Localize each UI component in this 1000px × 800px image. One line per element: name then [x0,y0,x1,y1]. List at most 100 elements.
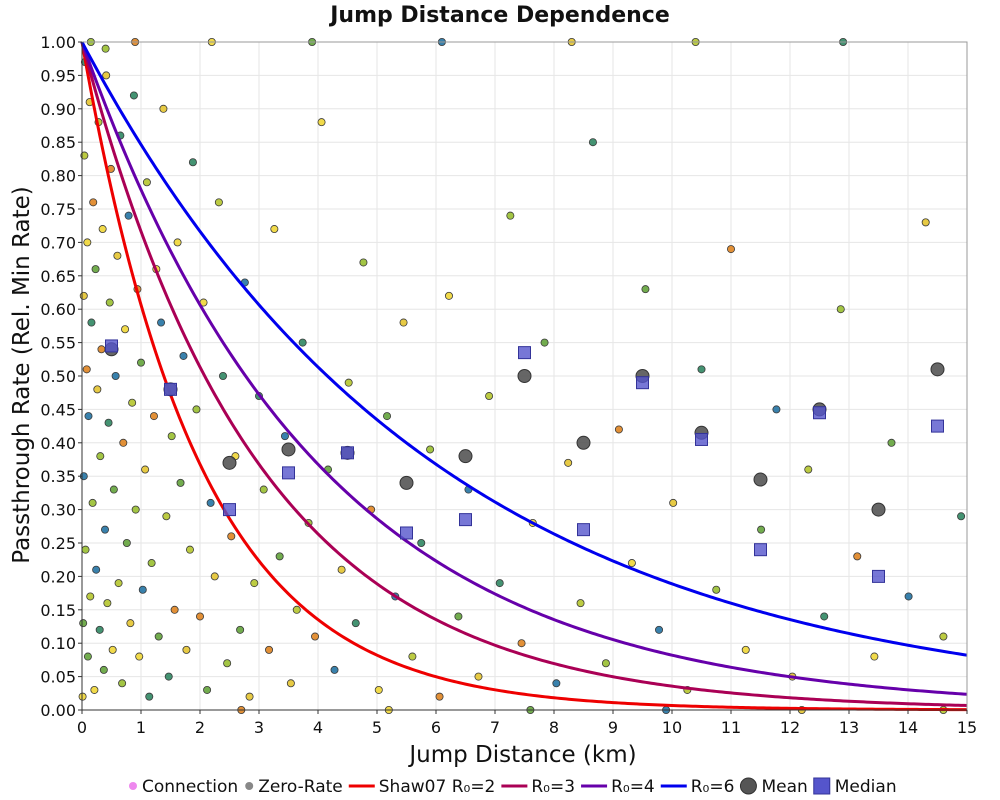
scatter-point [145,692,154,701]
scatter-point [122,539,131,548]
x-tick-label: 13 [839,718,859,737]
scatter-point [167,432,176,441]
scatter-point [182,645,191,654]
median-marker [636,376,649,390]
legend-label: Connection [142,777,238,797]
mean-marker [576,435,591,450]
scatter-point [601,659,610,668]
scatter-point [176,478,185,487]
median-marker [931,419,944,433]
mean-marker [517,369,532,383]
scatter-point [474,672,483,681]
scatter-point [147,559,156,568]
scatter-point [93,385,102,394]
scatter-point [98,225,107,234]
scatter-point [298,338,307,347]
scatter-point [270,225,279,234]
scatter-point [887,438,896,447]
scatter-point [495,579,504,588]
x-tick-label: 7 [490,718,500,737]
y-tick-label: 0.30 [40,501,76,520]
x-tick-label: 15 [957,718,977,737]
scatter-point [80,151,89,160]
scatter-point [142,178,151,187]
scatter-point [383,412,392,421]
scatter-point [904,592,913,601]
scatter-point [124,211,133,220]
scatter-point [245,692,254,701]
scatter-point [399,318,408,327]
mean-marker [399,475,414,490]
scatter-point [697,365,706,374]
scatter-point [417,539,426,548]
median-marker [459,513,472,527]
scatter-point [101,525,110,534]
scatter-point [136,358,145,367]
scatter-point [118,679,127,688]
legend-label: R₀=4 [611,777,655,797]
legend-swatch [245,782,254,790]
y-tick-label: 0.90 [40,100,76,119]
scatter-point [157,318,166,327]
scatter-point [344,378,353,387]
scatter-point [121,325,130,334]
scatter-point [79,291,88,300]
scatter-point [227,532,236,541]
y-tick-label: 0.55 [40,334,76,353]
scatter-point [265,645,274,654]
scatter-point [141,465,150,474]
scatter-point [337,565,346,574]
scatter-point [641,285,650,294]
scatter-point [203,685,212,694]
mean-marker [281,442,296,457]
curve-r0-6 [80,41,968,657]
x-tick-label: 10 [662,718,682,737]
y-tick-label: 0.35 [40,467,76,486]
scatter-point [444,291,453,300]
scatter-point [552,679,561,688]
scatter-point [128,398,137,407]
scatter-point [149,412,158,421]
scatter-point [939,632,948,641]
y-tick-label: 0.80 [40,167,76,186]
x-tick-label: 1 [136,718,146,737]
y-tick-label: 0.10 [40,634,76,653]
curve-r0-4 [80,41,968,696]
scatter-point [101,44,110,53]
x-axis-label: Jump Distance (km) [407,742,636,768]
y-tick-label: 0.05 [40,668,76,687]
scatter-point [91,265,100,274]
scatter-point [870,652,879,661]
scatter-point [79,619,88,628]
x-tick-label: 9 [608,718,618,737]
scatter-point [89,198,98,207]
y-tick-label: 0.75 [40,200,76,219]
scatter-point [113,251,122,260]
scatter-point [87,318,96,327]
legend-swatch [813,777,831,795]
scatter-point [655,625,664,634]
scatter-point [517,639,526,648]
data-points [78,38,966,715]
median-marker [164,382,177,396]
y-tick-label: 0.25 [40,534,76,553]
scatter-point [97,345,106,354]
legend-label: Zero-Rate [258,777,343,797]
scatter-point [114,579,123,588]
scatter-point [712,585,721,594]
scatter-point [159,104,168,113]
scatter-point [485,392,494,401]
legend-swatch [129,782,137,790]
y-tick-label: 0.20 [40,567,76,586]
scatter-point [564,458,573,467]
y-tick-label: 0.65 [40,267,76,286]
scatter-point [804,465,813,474]
scatter-point [250,579,259,588]
legend: Connection Zero-Rate Shaw07 R₀=2 R₀=3 R₀=4 R₀… [129,777,897,797]
scatter-point [119,438,128,447]
scatter-point [82,365,91,374]
curve-r0-3 [80,41,968,707]
scatter-point [359,258,368,267]
scatter-point [576,599,585,608]
scatter-point [135,652,144,661]
